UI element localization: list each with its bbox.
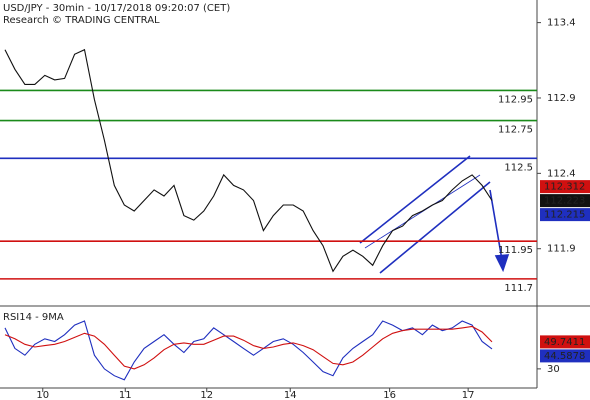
price-marker-label: 112.312 <box>544 182 585 193</box>
price-marker-label: 112.215 <box>544 210 585 221</box>
series-line <box>4 320 493 381</box>
rsi-title: RSI14 - 9MA <box>3 312 64 323</box>
price-marker <box>540 335 590 349</box>
x-tick-label: 17 <box>462 390 475 400</box>
y-tick-label: 111.9 <box>547 244 576 255</box>
price-marker-label: 112.223 <box>544 196 585 207</box>
y-tick-label: 30 <box>547 364 560 375</box>
forecast-arrow <box>489 189 503 261</box>
y-tick-label: 112.4 <box>547 168 576 179</box>
x-tick-label: 14 <box>284 390 297 400</box>
y-tick-label: 112.9 <box>547 93 576 104</box>
arrow-head <box>494 254 510 273</box>
price-marker-label: 49.7411 <box>544 337 585 348</box>
y-tick-label: 113.4 <box>547 18 576 29</box>
level-label: 111.7 <box>504 283 533 294</box>
series-line <box>4 48 493 273</box>
source: Research © TRADING CENTRAL <box>3 15 160 26</box>
x-tick-label: 16 <box>383 390 396 400</box>
x-tick-label: 11 <box>119 390 132 400</box>
level-label: 112.95 <box>498 94 533 105</box>
chart-title: USD/JPY - 30min - 10/17/2018 09:20:07 (C… <box>3 3 230 14</box>
level-label: 112.75 <box>498 125 533 136</box>
series-line <box>4 325 493 370</box>
price-marker <box>540 180 590 194</box>
price-marker <box>540 194 590 208</box>
price-marker-label: 44.5878 <box>544 351 585 362</box>
channel-upper <box>359 155 471 244</box>
channel-lower <box>379 181 491 274</box>
level-label: 111.95 <box>498 245 533 256</box>
x-tick-label: 12 <box>200 390 213 400</box>
x-tick-label: 10 <box>36 390 49 400</box>
price-marker <box>540 208 590 222</box>
level-label: 112.5 <box>504 162 533 173</box>
price-marker <box>540 349 590 363</box>
